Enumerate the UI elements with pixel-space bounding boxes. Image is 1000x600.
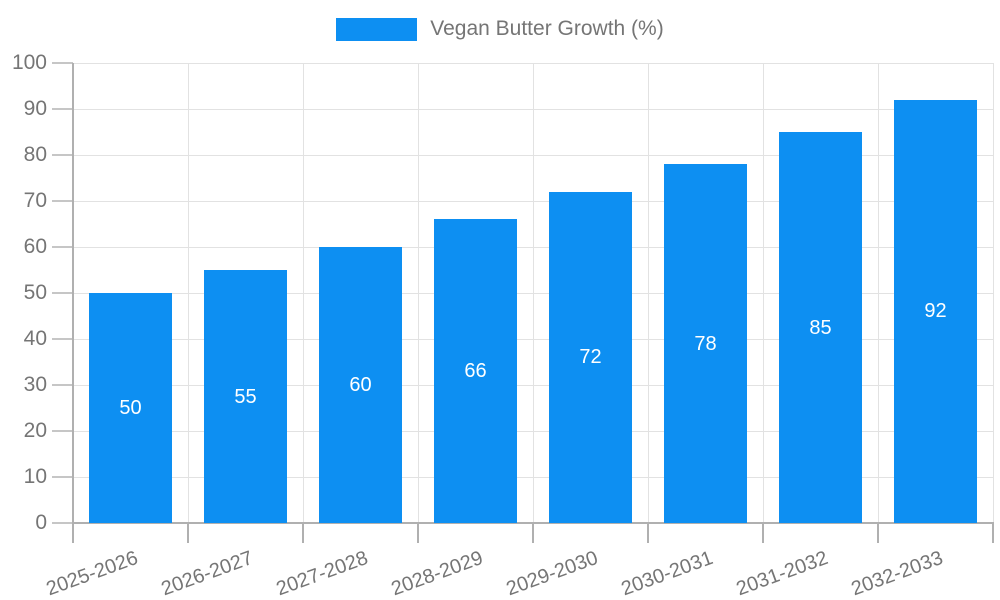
y-axis-line [72, 63, 74, 523]
bar[interactable] [549, 191, 632, 523]
y-axis-tick-label: 100 [11, 51, 47, 74]
y-axis-tick-mark [52, 62, 73, 64]
y-axis-tick-label: 0 [35, 511, 47, 534]
x-axis-tick-mark [647, 523, 649, 543]
bar-value-label: 55 [234, 385, 257, 408]
y-axis-tick-label: 80 [23, 143, 47, 166]
gridline-vertical [417, 63, 419, 523]
x-axis-tick-mark [417, 523, 419, 543]
gridline-vertical [762, 63, 764, 523]
y-axis-tick-mark [52, 384, 73, 386]
bar-value-label: 72 [579, 346, 602, 369]
gridline-vertical [187, 63, 189, 523]
y-axis-tick-mark [52, 108, 73, 110]
legend-swatch [336, 17, 418, 41]
bar[interactable] [204, 270, 287, 523]
bar-value-label: 85 [809, 316, 832, 339]
y-axis-tick-label: 60 [23, 235, 47, 258]
x-axis-tick-mark [72, 523, 74, 543]
gridline-vertical [532, 63, 534, 523]
bar-value-label: 50 [119, 397, 142, 419]
plot-area: 0 10 20 30 40 50 60 70 80 90 100 50 2025-2026 55 2026-… [12, 51, 994, 600]
y-axis-tick-mark [52, 476, 73, 478]
y-axis-tick-label: 20 [23, 419, 47, 442]
x-axis-tick-mark [532, 523, 534, 543]
x-axis-tick-mark [187, 523, 189, 543]
y-axis-tick-label: 40 [23, 327, 47, 350]
bar-value-label: 66 [464, 360, 487, 383]
gridline-vertical [302, 63, 304, 523]
gridline-vertical [877, 63, 879, 523]
legend-label: Vegan Butter Growth (%) [430, 17, 664, 40]
bar[interactable] [894, 99, 977, 523]
x-axis-tick-mark [992, 523, 994, 543]
x-axis-tick-mark [302, 523, 304, 543]
y-axis-tick-label: 90 [23, 97, 47, 120]
y-axis-tick-label: 10 [23, 465, 47, 488]
y-axis-tick-mark [52, 292, 73, 294]
bar-value-label: 78 [694, 332, 717, 355]
bar[interactable] [319, 247, 402, 523]
y-axis-tick-label: 70 [23, 189, 47, 212]
bar-value-label: 92 [924, 300, 947, 323]
bar[interactable] [664, 164, 747, 523]
legend-item-vegan-butter-growth[interactable]: Vegan Butter Growth (%) [336, 17, 664, 41]
x-axis-tick-mark [877, 523, 879, 543]
y-axis-tick-label: 30 [23, 373, 47, 396]
y-axis-tick-mark [52, 430, 73, 432]
bar-value-label: 60 [349, 374, 372, 396]
y-axis-tick-mark [52, 154, 73, 156]
y-axis-tick-mark [52, 246, 73, 248]
y-axis-tick-label: 50 [23, 281, 47, 304]
legend: Vegan Butter Growth (%) [0, 17, 1000, 41]
y-axis-tick-mark [52, 200, 73, 202]
bar[interactable] [779, 132, 862, 523]
bar[interactable] [89, 293, 172, 523]
y-axis-tick-mark [52, 338, 73, 340]
x-axis-tick-mark [762, 523, 764, 543]
y-axis-tick-mark [52, 522, 73, 524]
gridline-vertical [992, 63, 994, 523]
bar[interactable] [434, 219, 517, 523]
gridline-vertical [647, 63, 649, 523]
